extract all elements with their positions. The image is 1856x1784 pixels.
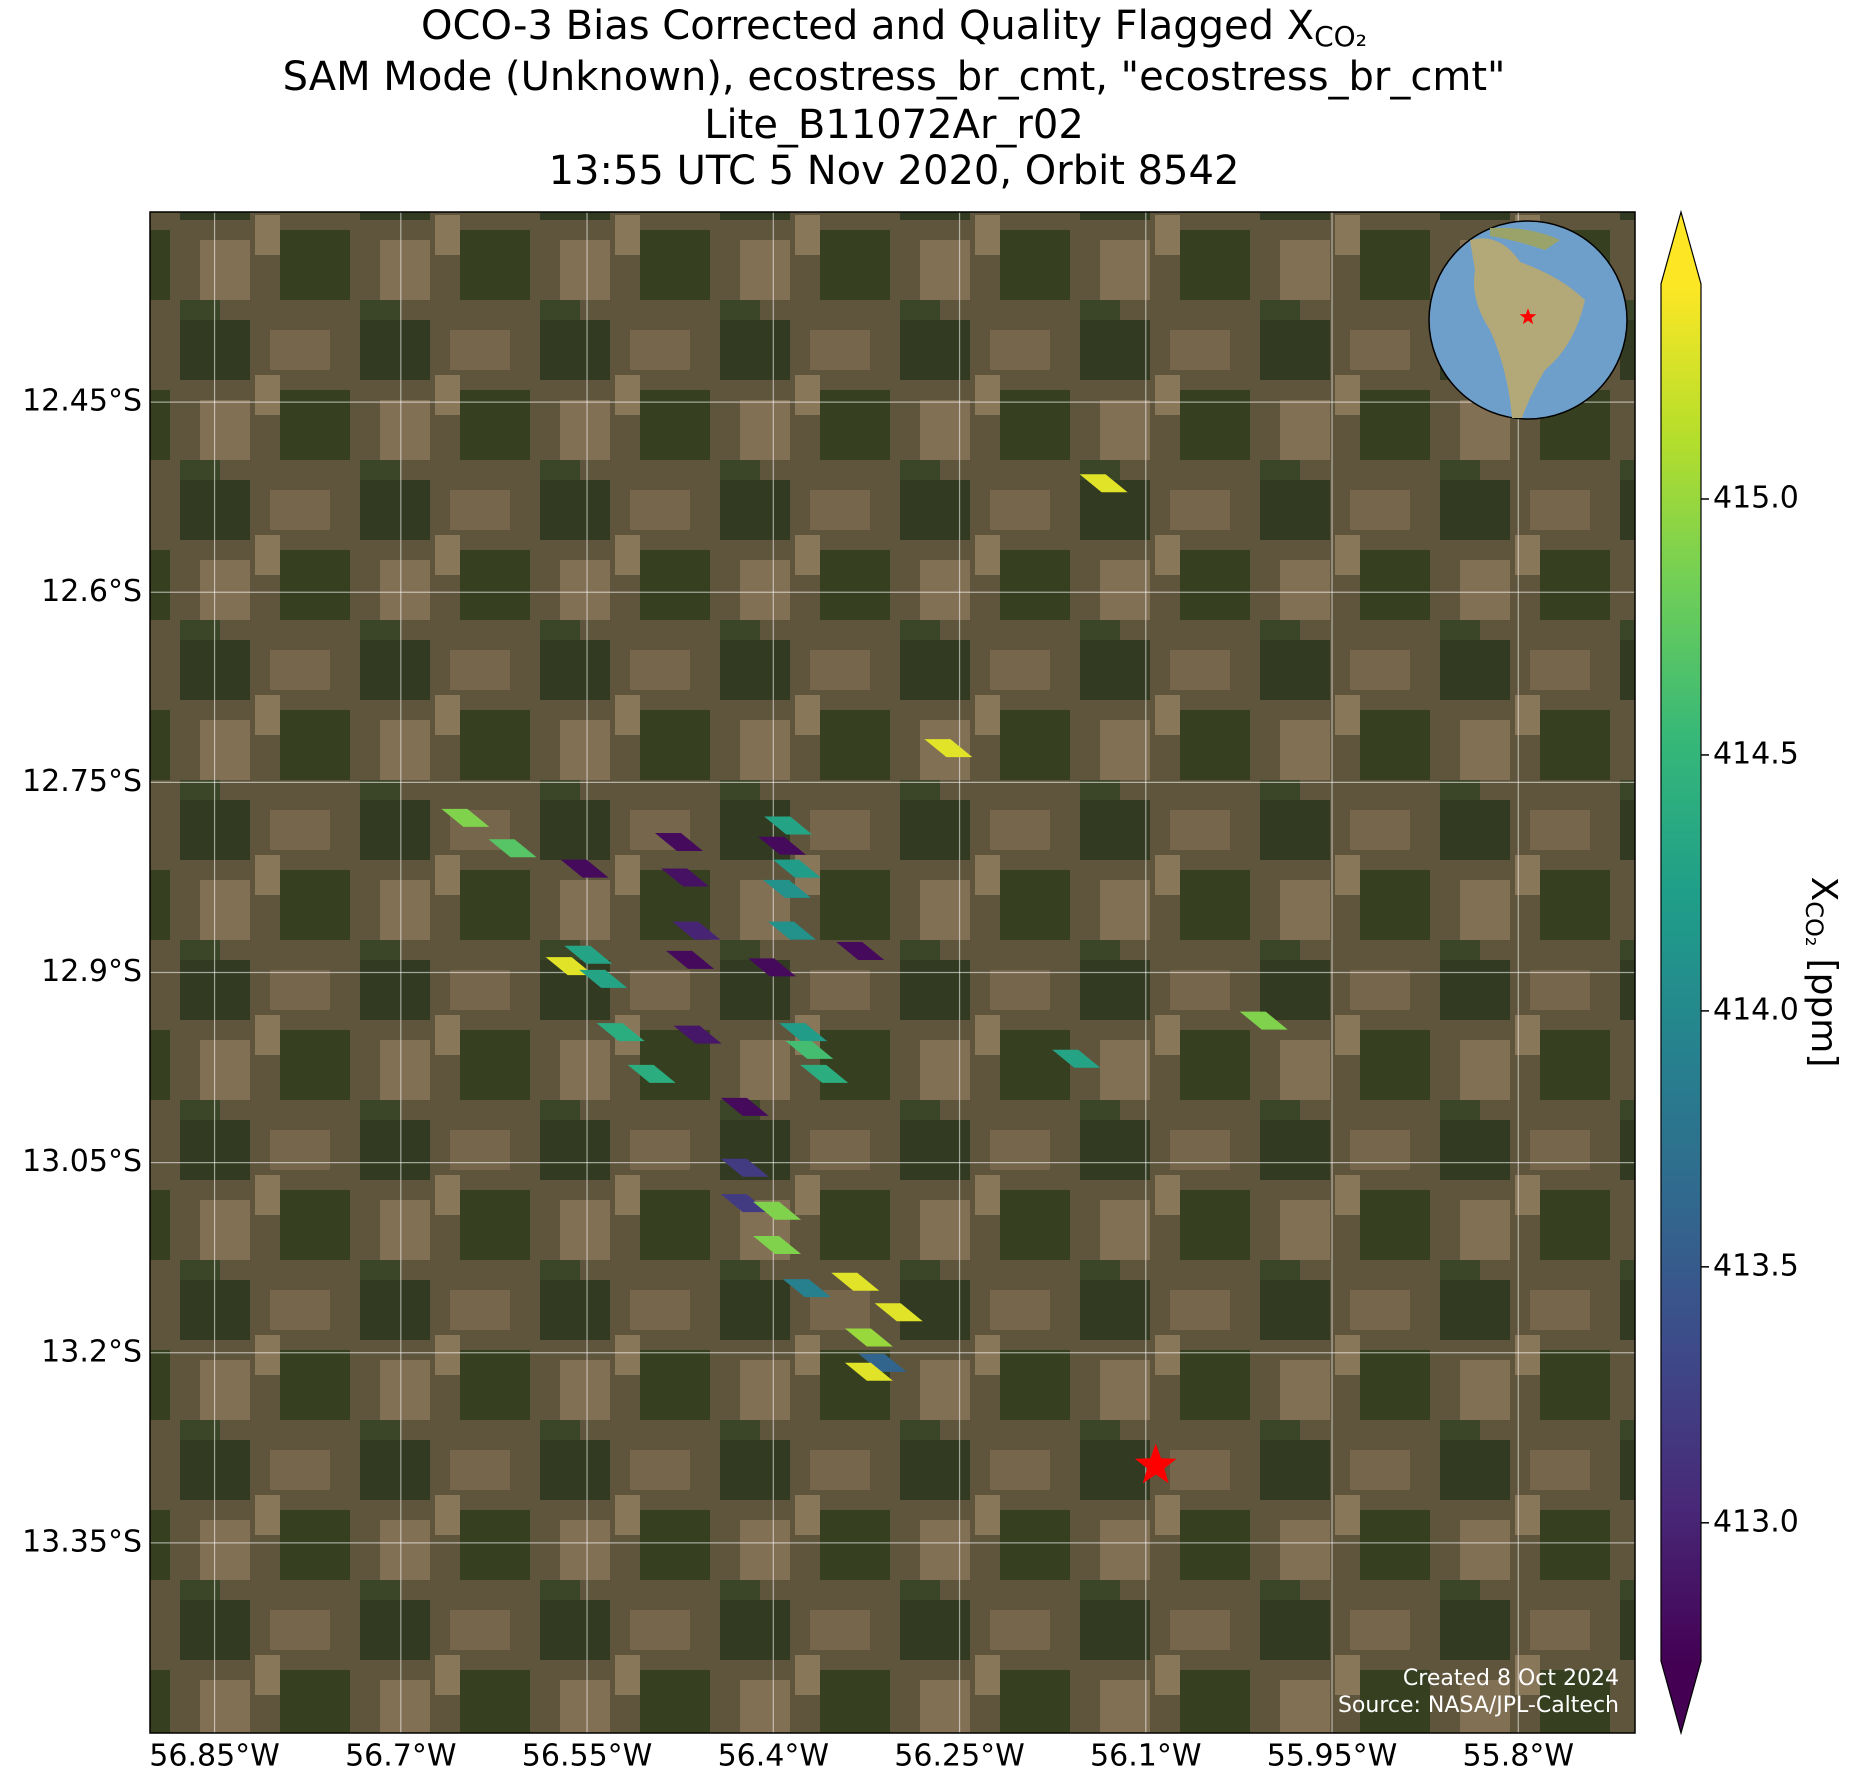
sounding xyxy=(831,1272,880,1291)
x-tick-label: 55.95°W xyxy=(1267,1739,1398,1774)
sounding xyxy=(1239,1011,1288,1030)
y-tick-label: 13.35°S xyxy=(22,1524,142,1559)
continent xyxy=(1470,238,1585,418)
colorbar-label-symbol: X xyxy=(1803,877,1844,902)
sounding xyxy=(627,1064,676,1083)
sounding xyxy=(560,859,609,878)
colorbar-tick-label: 415.0 xyxy=(1713,480,1799,515)
y-tick-label: 12.45°S xyxy=(22,384,142,419)
plot-frame xyxy=(149,211,1636,1734)
title-line: SAM Mode (Unknown), ecostress_br_cmt, "e… xyxy=(283,54,1506,100)
sounding xyxy=(785,1040,834,1059)
sounding xyxy=(673,1025,722,1044)
sounding xyxy=(844,1362,893,1381)
x-tick-label: 56.55°W xyxy=(522,1739,653,1774)
sounding xyxy=(596,1023,645,1042)
sounding xyxy=(874,1303,923,1322)
sounding xyxy=(1052,1049,1101,1068)
y-tick-label: 12.6°S xyxy=(41,574,142,609)
title-line: OCO-3 Bias Corrected and Quality Flagged… xyxy=(421,3,1367,53)
sounding xyxy=(661,868,710,887)
colorbar-extend-min xyxy=(1661,1661,1701,1733)
sounding xyxy=(844,1328,893,1347)
x-tick-label: 56.25°W xyxy=(894,1739,1025,1774)
colorbar-outline xyxy=(1660,209,1702,1736)
sounding xyxy=(1079,474,1128,493)
sounding xyxy=(779,1023,828,1042)
y-tick-label: 13.05°S xyxy=(22,1144,142,1179)
sounding xyxy=(757,836,806,855)
grid xyxy=(150,212,1635,1733)
y-tick-label: 13.2°S xyxy=(41,1334,142,1369)
x-tick-label: 56.1°W xyxy=(1090,1739,1201,1774)
sounding xyxy=(924,739,973,758)
x-tick-label: 55.8°W xyxy=(1463,1739,1574,1774)
soundings xyxy=(441,474,1288,1484)
sounding xyxy=(772,859,821,878)
sounding xyxy=(753,1236,802,1255)
title-line: 13:55 UTC 5 Nov 2020, Orbit 8542 xyxy=(549,148,1240,194)
colorbar-tick-label: 414.5 xyxy=(1713,736,1799,771)
sounding xyxy=(579,969,628,988)
colorbar-tick-label: 413.5 xyxy=(1713,1248,1799,1283)
sounding xyxy=(762,879,811,898)
colorbar-label: XCO₂ [ppm] xyxy=(1800,877,1844,1068)
sounding xyxy=(672,921,721,940)
title-line: Lite_B11072Ar_r02 xyxy=(704,102,1084,148)
sounding xyxy=(800,1064,849,1083)
colorbar-label-units: [ppm] xyxy=(1803,959,1844,1068)
colorbar-extend-max xyxy=(1661,212,1701,284)
sounding xyxy=(720,1097,769,1116)
sounding xyxy=(782,1279,831,1298)
x-tick-label: 56.4°W xyxy=(718,1739,829,1774)
sounding xyxy=(488,839,537,858)
y-tick-label: 12.9°S xyxy=(41,954,142,989)
globe-site-marker xyxy=(1519,308,1537,325)
y-tick-label: 12.75°S xyxy=(22,764,142,799)
footer-text: Source: NASA/JPL-Caltech xyxy=(1338,1693,1619,1718)
colorbar-tick-label: 413.0 xyxy=(1713,1504,1799,1539)
sounding xyxy=(441,808,490,827)
sounding xyxy=(748,958,797,977)
sounding xyxy=(764,816,813,835)
sounding xyxy=(753,1201,802,1220)
x-tick-label: 56.85°W xyxy=(149,1739,280,1774)
title-text: OCO-3 Bias Corrected and Quality Flagged… xyxy=(421,3,1314,49)
title-subscript: CO₂ xyxy=(1314,20,1367,53)
colorbar-body xyxy=(1661,284,1701,1661)
sounding xyxy=(767,921,816,940)
footer-text: Created 8 Oct 2024 xyxy=(1403,1666,1619,1691)
sounding xyxy=(836,941,885,960)
continent xyxy=(1490,227,1560,250)
sounding xyxy=(666,950,715,969)
colorbar-tick-label: 414.0 xyxy=(1713,992,1799,1027)
colorbar: 413.0 413.5 414.0 414.5 415.0 XCO₂ [ppm] xyxy=(1660,209,1844,1736)
colorbar-label-subscript: CO₂ xyxy=(1800,901,1828,946)
site-marker xyxy=(1134,1443,1177,1484)
x-tick-label: 56.7°W xyxy=(345,1739,456,1774)
sounding xyxy=(858,1353,907,1372)
sounding xyxy=(654,832,703,851)
sounding xyxy=(564,945,613,964)
sounding xyxy=(720,1158,769,1177)
title: OCO-3 Bias Corrected and Quality Flagged… xyxy=(283,3,1506,194)
sounding xyxy=(720,1194,769,1213)
